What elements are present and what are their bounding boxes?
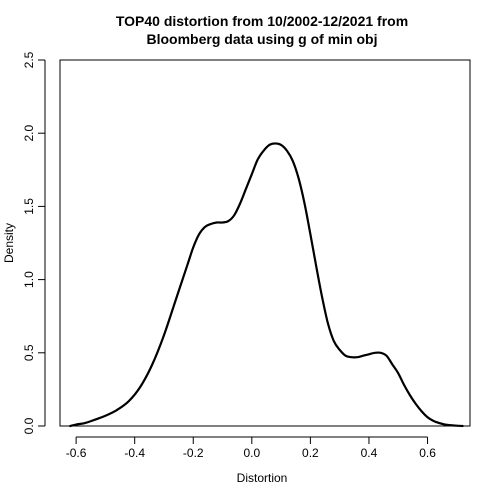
y-tick-label: 1.0 bbox=[22, 271, 36, 288]
y-axis: 0.0 0.5 1.0 1.5 2.0 2.5 bbox=[22, 51, 46, 434]
plot-frame bbox=[59, 59, 471, 427]
x-tick-label: 0.2 bbox=[302, 446, 319, 460]
chart-title-line-2: Bloomberg data using g of min obj bbox=[147, 31, 378, 47]
x-tick-label: 0.6 bbox=[419, 446, 436, 460]
x-axis-label: Distortion bbox=[237, 471, 288, 485]
x-tick-label: -0.2 bbox=[183, 446, 204, 460]
y-tick-label: 2.5 bbox=[22, 51, 36, 68]
y-axis-label: Density bbox=[2, 223, 16, 263]
y-tick-label: 0.0 bbox=[22, 417, 36, 434]
y-tick-label: 0.5 bbox=[22, 344, 36, 361]
x-tick-label: 0.0 bbox=[243, 446, 260, 460]
chart-title-line-1: TOP40 distortion from 10/2002-12/2021 fr… bbox=[116, 13, 408, 29]
x-tick-label: -0.6 bbox=[66, 446, 87, 460]
x-tick-label: -0.4 bbox=[124, 446, 145, 460]
x-tick-label: 0.4 bbox=[361, 446, 378, 460]
y-tick-label: 2.0 bbox=[22, 125, 36, 142]
density-curve bbox=[69, 142, 464, 428]
x-axis: -0.6 -0.4 -0.2 0.0 0.2 0.4 0.6 bbox=[66, 436, 436, 460]
y-tick-label: 1.5 bbox=[22, 198, 36, 215]
